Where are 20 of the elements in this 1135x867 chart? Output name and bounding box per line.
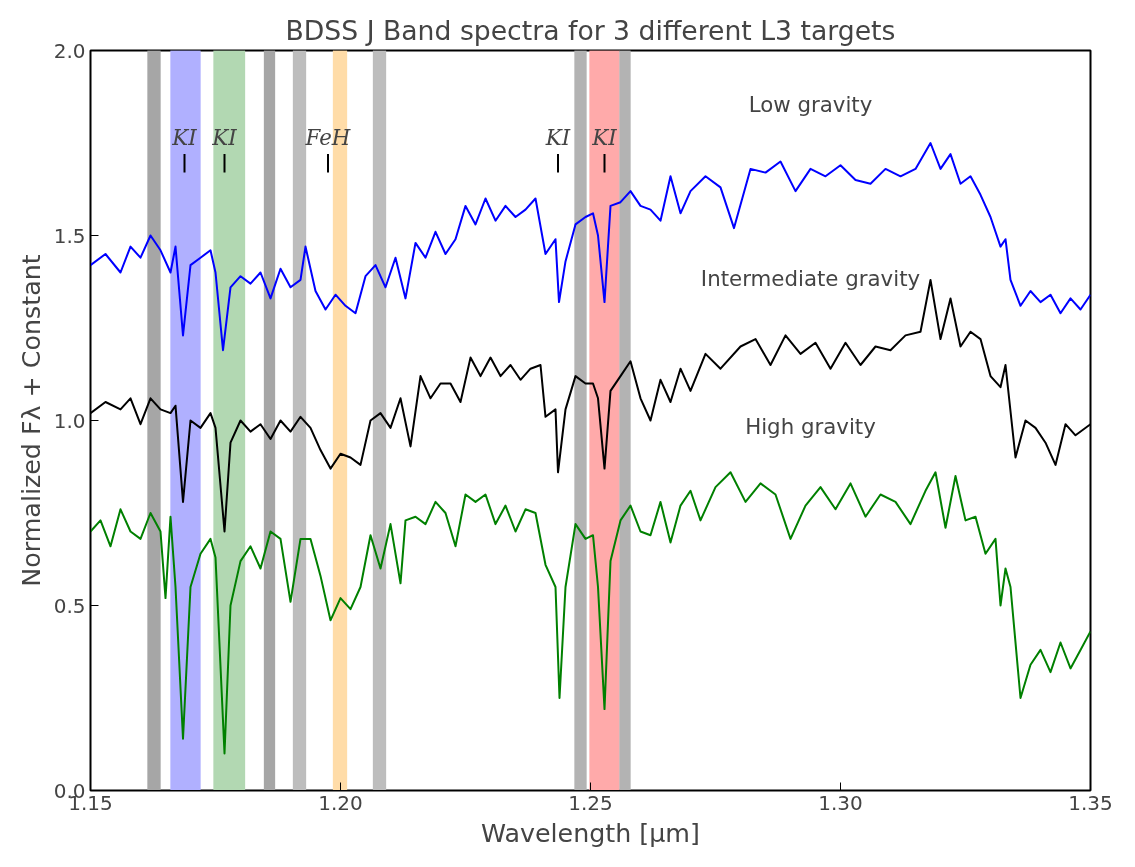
series-label: High gravity [745, 414, 876, 439]
chart-title: BDSS J Band spectra for 3 different L3 targets [285, 14, 896, 46]
annotation: KI [171, 125, 198, 151]
x-tick-label: 1.30 [818, 790, 863, 815]
y-tick-label: 1.0 [53, 408, 86, 433]
x-axis-title: Wavelength [μm] [481, 817, 700, 848]
annotation: KI [211, 125, 238, 151]
text: Low gravity [748, 92, 873, 118]
series-label: Intermediate gravity [700, 266, 921, 291]
x-tick-label: 1.20 [318, 790, 363, 815]
y-tick-label: 2.0 [53, 38, 86, 63]
y-axis-title: Normalized Fλ + Constant [15, 254, 46, 587]
annotation: KI [591, 125, 618, 151]
y-tick-label: 1.5 [53, 223, 86, 248]
x-tick-label: 1.25 [568, 790, 613, 815]
annotation: KI [544, 125, 571, 151]
y-tick-label: 0.5 [53, 593, 86, 618]
x-tick-label: 1.35 [1068, 790, 1113, 815]
line-series [90, 471, 1091, 755]
annotation: FeH [304, 125, 351, 151]
